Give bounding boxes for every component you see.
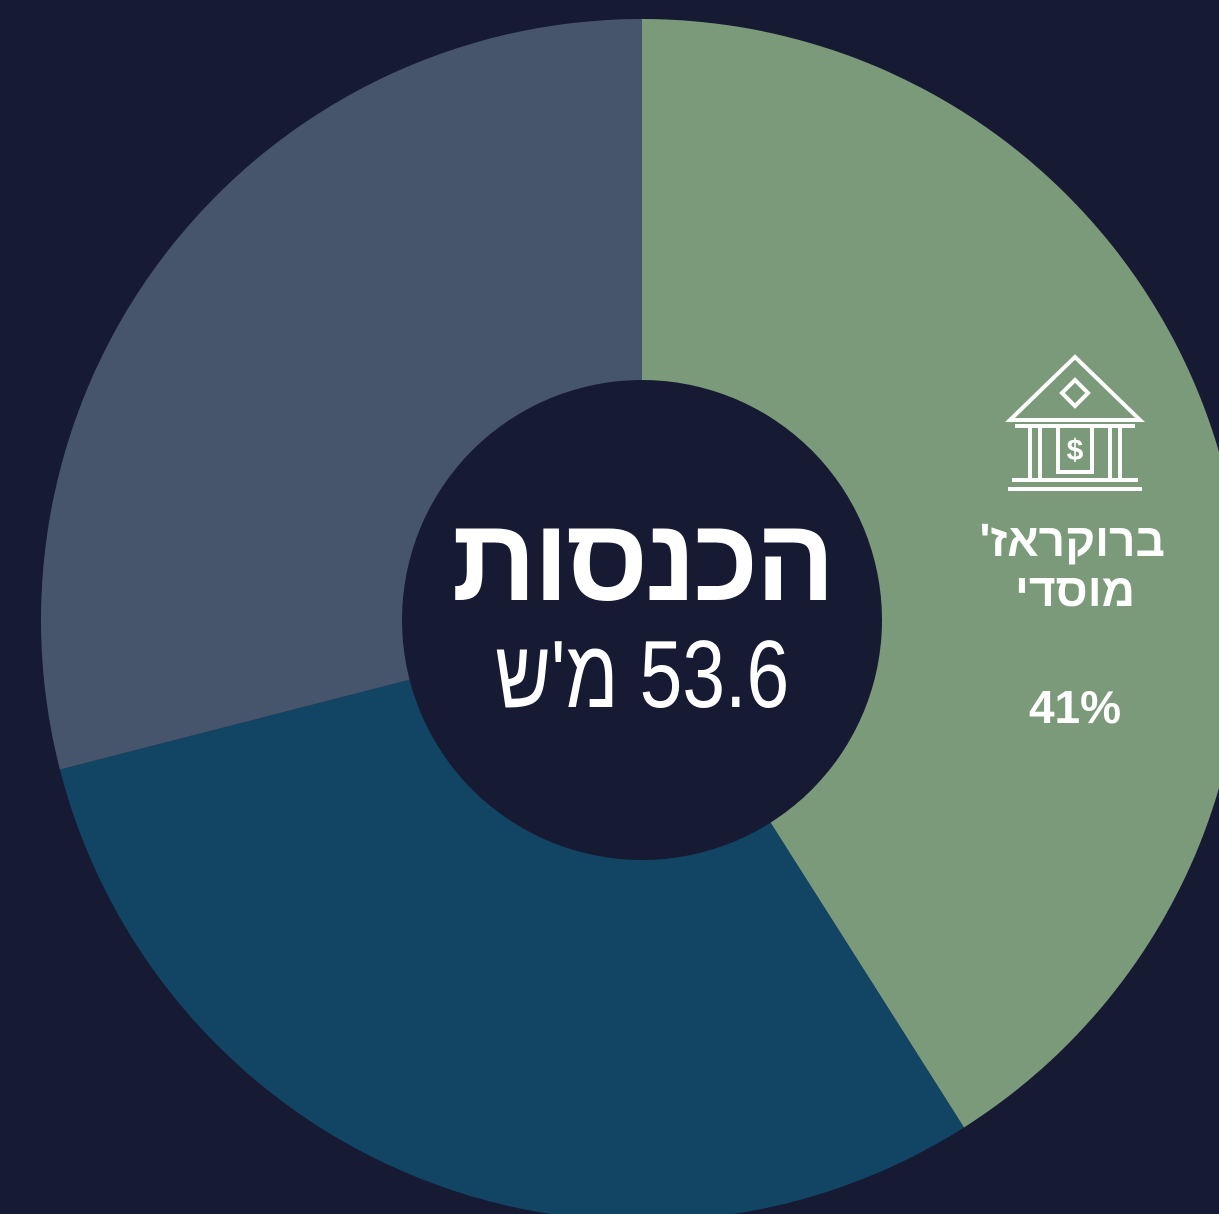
slice-label: ברוקראז' מוסדי xyxy=(979,514,1165,616)
bank-icon: $ xyxy=(1005,354,1145,491)
center-text: הכנסות 53.6 מ'ש xyxy=(402,500,882,730)
slice xyxy=(59,620,965,1214)
svg-text:$: $ xyxy=(1067,434,1084,467)
donut-hole xyxy=(402,380,882,860)
chart-subtitle: 53.6 מ'ש xyxy=(494,621,790,728)
slice xyxy=(642,19,1219,1128)
value-label: 41% xyxy=(1028,681,1122,733)
chart-title: הכנסות xyxy=(451,494,836,626)
